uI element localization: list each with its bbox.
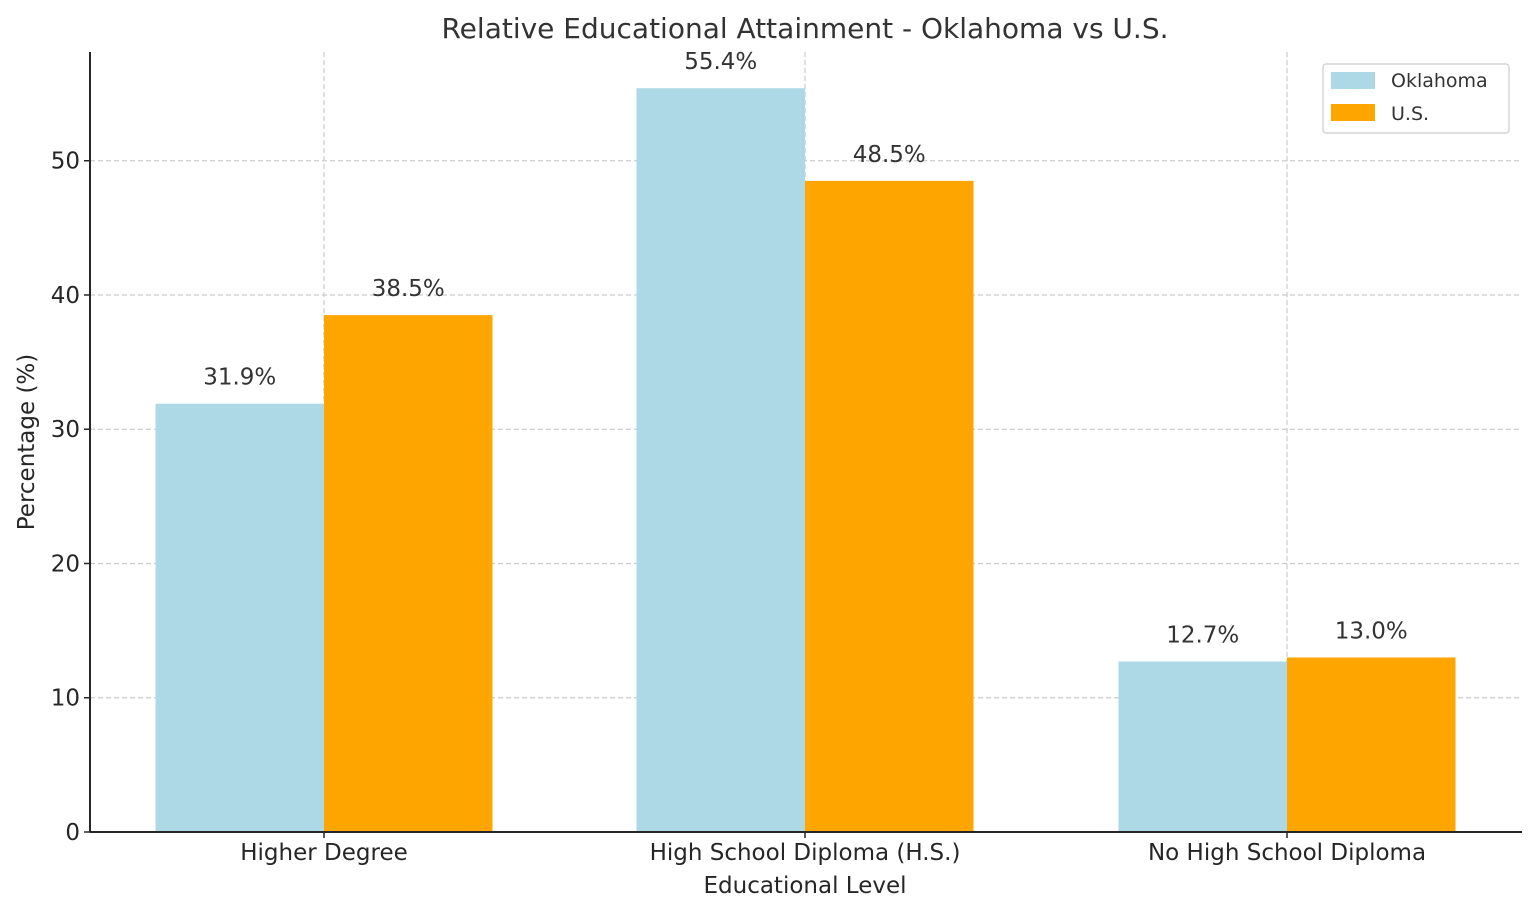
- value-label: 55.4%: [684, 49, 757, 75]
- value-label: 48.5%: [853, 142, 926, 168]
- y-tick-label: 0: [65, 820, 80, 846]
- x-axis-label: Educational Level: [703, 873, 906, 899]
- legend-swatch-oklahoma: [1331, 72, 1375, 89]
- legend-label-oklahoma: Oklahoma: [1391, 70, 1488, 92]
- value-label: 38.5%: [372, 276, 445, 302]
- axes: [89, 52, 1522, 833]
- y-tick-label: 40: [51, 283, 80, 309]
- bars: [155, 88, 1456, 833]
- value-label: 31.9%: [203, 365, 276, 391]
- bar-us-2: [1287, 657, 1456, 832]
- bar-oklahoma-2: [1118, 661, 1287, 832]
- y-tick-label: 50: [51, 149, 80, 175]
- x-tick-label: No High School Diploma: [1148, 840, 1426, 866]
- bar-us-1: [805, 180, 974, 833]
- x-tick-label: Higher Degree: [240, 840, 408, 866]
- y-axis-label: Percentage (%): [14, 354, 40, 531]
- y-tick-label: 10: [51, 686, 80, 712]
- legend-swatch-us: [1331, 104, 1375, 121]
- y-tick-label: 20: [51, 551, 80, 577]
- bar-oklahoma-0: [155, 403, 324, 832]
- y-ticks: 0 10 20 30 40 50: [51, 149, 90, 846]
- bar-oklahoma-1: [636, 88, 805, 832]
- legend: Oklahoma U.S.: [1322, 63, 1510, 134]
- y-tick-label: 30: [51, 417, 80, 443]
- value-labels: 31.9% 55.4% 12.7% 38.5% 48.5% 13.0%: [203, 49, 1408, 648]
- chart-title: Relative Educational Attainment - Oklaho…: [441, 12, 1168, 45]
- bar-us-0: [324, 315, 493, 832]
- x-tick-label: High School Diploma (H.S.): [650, 840, 961, 866]
- value-label: 12.7%: [1166, 623, 1239, 649]
- value-label: 13.0%: [1335, 618, 1408, 644]
- legend-label-us: U.S.: [1391, 103, 1429, 125]
- x-ticks: Higher Degree High School Diploma (H.S.) N…: [240, 832, 1426, 866]
